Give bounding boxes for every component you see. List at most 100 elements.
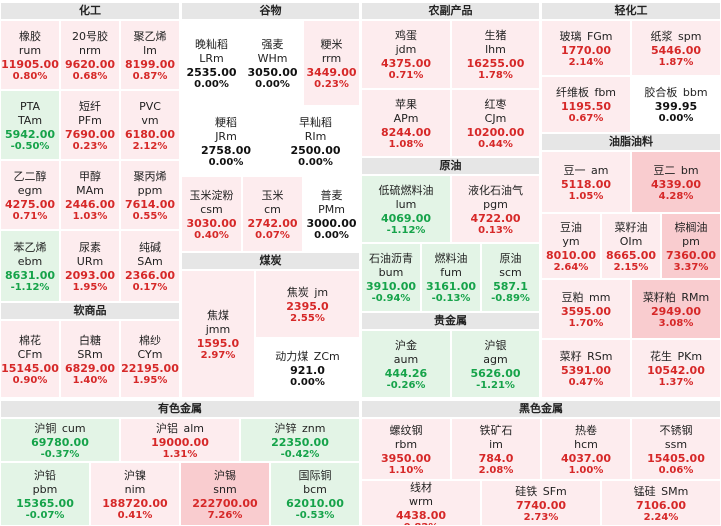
tile-ZCm[interactable]: 动力煤 ZCm 921.0 0.00% xyxy=(255,338,360,398)
tile-code: mm xyxy=(589,290,611,304)
tile-name: 原油 xyxy=(499,252,522,265)
tile-name: 白糖 xyxy=(79,333,101,347)
tile-lum[interactable]: 低硫燃料油 lum 4069.00 -1.12% xyxy=(361,175,451,243)
section-header-softs: 软商品 xyxy=(0,302,180,320)
tile-CJm[interactable]: 红枣 CJm 10200.00 0.44% xyxy=(451,89,540,157)
tile-change-pct: 0.41% xyxy=(117,509,153,521)
tile-JRm[interactable]: 粳稻 JRm 2758.00 0.00% xyxy=(181,106,271,176)
tile-bm[interactable]: 豆二 bm 4339.00 4.28% xyxy=(631,151,721,213)
tile-name: 动力煤 xyxy=(275,349,309,363)
tile-am[interactable]: 豆一 am 5118.00 1.05% xyxy=(541,151,631,213)
tile-change-pct: 1.10% xyxy=(388,464,424,476)
tile-rum[interactable]: 橡胶 rum 11905.00 0.80% xyxy=(0,20,60,90)
tile-bum[interactable]: 石油沥青 bum 3910.00 -0.94% xyxy=(361,243,421,312)
tile-URm[interactable]: 尿素 URm 2093.00 1.95% xyxy=(60,230,120,302)
tile-code: SMm xyxy=(661,484,689,498)
tile-price: 6180.00 xyxy=(124,127,176,141)
tile-code: agm xyxy=(483,352,508,366)
tile-lm[interactable]: 聚乙烯 lm 8199.00 0.87% xyxy=(120,20,180,90)
tile-RMm[interactable]: 菜籽粕 RMm 2949.00 3.08% xyxy=(631,279,721,339)
tile-PMm[interactable]: 普麦 PMm 3000.00 0.00% xyxy=(303,176,360,252)
tile-bcm[interactable]: 国际铜 bcm 62010.00 -0.53% xyxy=(270,462,360,526)
tile-pm[interactable]: 棕榈油 pm 7360.00 3.37% xyxy=(661,213,721,279)
tile-spm[interactable]: 纸浆 spm 5446.00 1.87% xyxy=(631,20,721,76)
tile-code: RSm xyxy=(587,350,613,363)
tile-SFm[interactable]: 硅铁 SFm 7740.00 2.73% xyxy=(481,480,601,526)
tile-cm[interactable]: 玉米 cm 2742.00 0.07% xyxy=(242,176,303,252)
tile-ssm[interactable]: 不锈钢 ssm 15405.00 0.06% xyxy=(631,418,721,480)
tile-fum[interactable]: 燃料油 fum 3161.00 -0.13% xyxy=(421,243,481,312)
tile-price: 3449.00 xyxy=(306,65,357,79)
tile-OIm[interactable]: 菜籽油 OIm 8665.00 2.15% xyxy=(601,213,661,279)
tile-rbm[interactable]: 螺纹钢 rbm 3950.00 1.10% xyxy=(361,418,451,480)
tile-RIm[interactable]: 早籼稻 RIm 2500.00 0.00% xyxy=(271,106,360,176)
tile-ym[interactable]: 豆油 ym 8010.00 2.64% xyxy=(541,213,601,279)
tile-fbm[interactable]: 纤维板 fbm 1195.50 0.67% xyxy=(541,76,631,133)
tile-pbm[interactable]: 沪铅 pbm 15365.00 -0.07% xyxy=(0,462,90,526)
tile-rrm[interactable]: 粳米 rrm 3449.00 0.23% xyxy=(303,20,360,106)
tile-name: 纤维板 xyxy=(555,86,589,99)
tile-WHm[interactable]: 强麦 WHm 3050.00 0.00% xyxy=(242,20,303,106)
tile-code: WHm xyxy=(257,51,288,65)
tile-SMm[interactable]: 锰硅 SMm 7106.00 2.24% xyxy=(601,480,721,526)
tile-nim[interactable]: 沪镍 nim 188720.00 0.41% xyxy=(90,462,180,526)
tile-CFm[interactable]: 棉花 CFm 15145.00 0.90% xyxy=(0,320,60,398)
tile-name: 短纤 xyxy=(79,99,101,113)
tile-name: 液化石油气 xyxy=(468,183,523,197)
tile-name: 玉米 xyxy=(261,188,284,202)
tile-RSm[interactable]: 菜籽 RSm 5391.00 0.47% xyxy=(541,339,631,398)
tile-change-pct: -1.12% xyxy=(10,281,50,293)
tile-APm[interactable]: 苹果 APm 8244.00 1.08% xyxy=(361,89,451,157)
tile-ppm[interactable]: 聚丙烯 ppm 7614.00 0.55% xyxy=(120,160,180,230)
tile-name: 燃料油 xyxy=(434,252,468,265)
tile-code: SRm xyxy=(77,347,103,361)
tile-change-pct: 0.90% xyxy=(12,374,48,386)
tile-FGm[interactable]: 玻璃 FGm 1770.00 2.14% xyxy=(541,20,631,76)
tile-hcm[interactable]: 热卷 hcm 4037.00 1.00% xyxy=(541,418,631,480)
tile-code: csm xyxy=(200,202,223,216)
tile-cum[interactable]: 沪铜 cum 69780.00 -0.37% xyxy=(0,418,120,462)
tile-change-pct: 0.23% xyxy=(72,140,108,152)
tile-change-pct: 1.00% xyxy=(568,464,604,476)
tile-snm[interactable]: 沪锡 snm 222700.00 7.26% xyxy=(180,462,270,526)
tile-code: bm xyxy=(680,163,699,177)
tile-ebm[interactable]: 苯乙烯 ebm 8631.00 -1.12% xyxy=(0,230,60,302)
tile-change-pct: 0.44% xyxy=(478,138,513,150)
tile-pgm[interactable]: 液化石油气 pgm 4722.00 0.13% xyxy=(451,175,540,243)
tile-PFm[interactable]: 短纤 PFm 7690.00 0.23% xyxy=(60,90,120,160)
tile-code: jdm xyxy=(395,43,417,56)
tile-bbm[interactable]: 胶合板 bbm 399.95 0.00% xyxy=(631,76,721,133)
tile-TAm[interactable]: PTA TAm 5942.00 -0.50% xyxy=(0,90,60,160)
tile-jdm[interactable]: 鸡蛋 jdm 4375.00 0.71% xyxy=(361,20,451,89)
tile-im[interactable]: 铁矿石 im 784.0 2.08% xyxy=(451,418,541,480)
tile-LRm[interactable]: 晚籼稻 LRm 2535.00 0.00% xyxy=(181,20,242,106)
tile-CYm[interactable]: 棉纱 CYm 22195.00 1.95% xyxy=(120,320,180,398)
tile-SRm[interactable]: 白糖 SRm 6829.00 1.40% xyxy=(60,320,120,398)
tile-nrm[interactable]: 20号胶 nrm 9620.00 0.68% xyxy=(60,20,120,90)
tile-lhm[interactable]: 生猪 lhm 16255.00 1.78% xyxy=(451,20,540,89)
tile-code: URm xyxy=(76,254,104,268)
tile-aum[interactable]: 沪金 aum 444.26 -0.26% xyxy=(361,330,451,398)
tile-name: 棉纱 xyxy=(139,333,161,347)
tile-price: 4069.00 xyxy=(380,211,432,225)
tile-SAm[interactable]: 纯碱 SAm 2366.00 0.17% xyxy=(120,230,180,302)
tile-code: pgm xyxy=(483,197,508,211)
tile-mm[interactable]: 豆粕 mm 3595.00 1.70% xyxy=(541,279,631,339)
tile-alm[interactable]: 沪铝 alm 19000.00 1.31% xyxy=(120,418,240,462)
tile-code: OIm xyxy=(619,234,643,248)
tile-name: 普麦 xyxy=(320,188,343,202)
tile-price: 1195.50 xyxy=(560,100,612,113)
tile-jm[interactable]: 焦炭 jm 2395.0 2.55% xyxy=(255,270,360,338)
tile-znm[interactable]: 沪锌 znm 22350.00 -0.42% xyxy=(240,418,360,462)
tile-change-pct: 1.31% xyxy=(162,448,198,460)
tile-PKm[interactable]: 花生 PKm 10542.00 1.37% xyxy=(631,339,721,398)
tile-csm[interactable]: 玉米淀粉 csm 3030.00 0.40% xyxy=(181,176,242,252)
tile-egm[interactable]: 乙二醇 egm 4275.00 0.71% xyxy=(0,160,60,230)
tile-MAm[interactable]: 甲醇 MAm 2446.00 1.03% xyxy=(60,160,120,230)
tile-vm[interactable]: PVC vm 6180.00 2.12% xyxy=(120,90,180,160)
tile-jmm[interactable]: 焦煤 jmm 1595.0 2.97% xyxy=(181,270,255,398)
tile-agm[interactable]: 沪银 agm 5626.00 -1.21% xyxy=(451,330,540,398)
tile-label: 豆二 bm xyxy=(632,164,720,178)
tile-scm[interactable]: 原油 scm 587.1 -0.89% xyxy=(481,243,540,312)
